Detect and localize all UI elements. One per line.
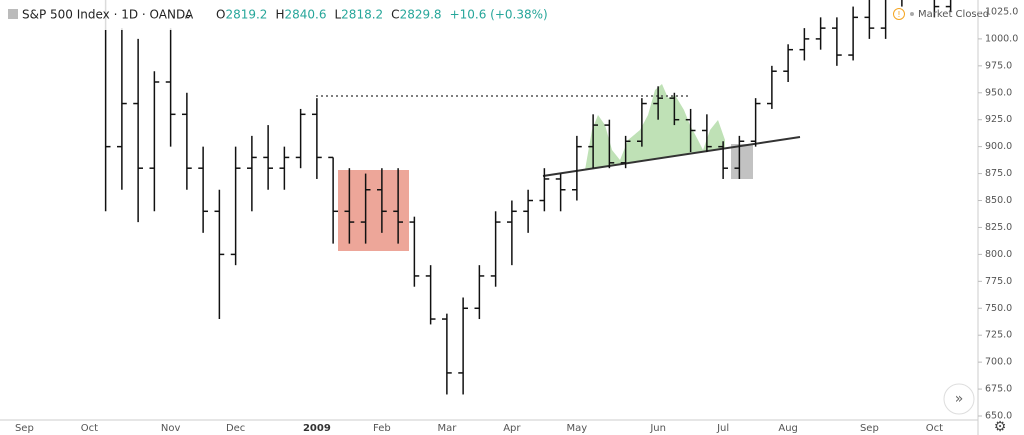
x-tick-label: Aug: [778, 423, 798, 434]
y-tick-label: 675.0: [985, 384, 1012, 395]
y-tick-label: 725.0: [985, 330, 1012, 341]
x-tick-label: May: [567, 423, 588, 434]
y-tick-label: 925.0: [985, 114, 1012, 125]
settings-icon[interactable]: ⚙: [994, 419, 1007, 435]
y-tick-label: 975.0: [985, 60, 1012, 71]
y-tick-label: 875.0: [985, 168, 1012, 179]
status-icon: [893, 8, 905, 20]
header-bg: [0, 0, 700, 30]
x-tick-label: Sep: [860, 423, 879, 434]
status-dot: [910, 12, 914, 16]
change: +10.6 (+0.38%): [450, 8, 548, 22]
scroll-icon: »: [955, 391, 964, 407]
y-tick-label: 650.0: [985, 411, 1012, 422]
x-tick-label: Jul: [716, 423, 729, 434]
y-tick-label: 825.0: [985, 222, 1012, 233]
ohlc-label: C: [391, 8, 399, 22]
y-tick-label: 1025.0: [985, 6, 1018, 17]
status-icon-mark: !: [897, 10, 900, 19]
y-tick-label: 750.0: [985, 303, 1012, 314]
x-tick-label: Oct: [81, 423, 98, 434]
y-tick-label: 1000.0: [985, 33, 1018, 44]
ohlc-label: H: [275, 8, 284, 22]
ohlc-value: 2818.2: [341, 8, 383, 22]
ohlc-label: O: [216, 8, 225, 22]
ohlc-header: O 2819.2 H 2840.6 L 2818.2 C 2829.8: [216, 8, 442, 22]
ohlc-value: 2840.6: [284, 8, 326, 22]
x-tick-label: Mar: [437, 423, 457, 434]
market-status: Market Closed: [918, 9, 989, 20]
ohlc-label: L: [334, 8, 341, 22]
x-tick-label: Oct: [926, 423, 943, 434]
y-tick-label: 800.0: [985, 249, 1012, 260]
neckline: [542, 136, 801, 177]
chevron[interactable]: ⌄: [183, 8, 193, 22]
x-tick-label: Nov: [161, 423, 181, 434]
symbol-title[interactable]: S&P 500 Index · 1D · OANDA: [22, 8, 194, 22]
y-tick-label: 700.0: [985, 357, 1012, 368]
x-tick-label: Sep: [15, 423, 34, 434]
bars: [104, 0, 952, 395]
y-tick-label: 950.0: [985, 87, 1012, 98]
ohlc-value: 2819.2: [225, 8, 267, 22]
ohlc-value: 2829.8: [400, 8, 442, 22]
y-tick-label: 850.0: [985, 195, 1012, 206]
symbol-icon: [8, 9, 18, 19]
x-tick-label: Dec: [226, 423, 245, 434]
pattern-area: [585, 84, 725, 170]
y-tick-label: 900.0: [985, 141, 1012, 152]
x-tick-label: Jun: [649, 423, 666, 434]
breakdown-box: [731, 144, 753, 179]
x-tick-label: Apr: [503, 423, 521, 434]
y-tick-label: 775.0: [985, 276, 1012, 287]
x-tick-label: 2009: [303, 423, 331, 434]
x-tick-label: Feb: [373, 423, 391, 434]
scroll-button[interactable]: [943, 383, 975, 415]
